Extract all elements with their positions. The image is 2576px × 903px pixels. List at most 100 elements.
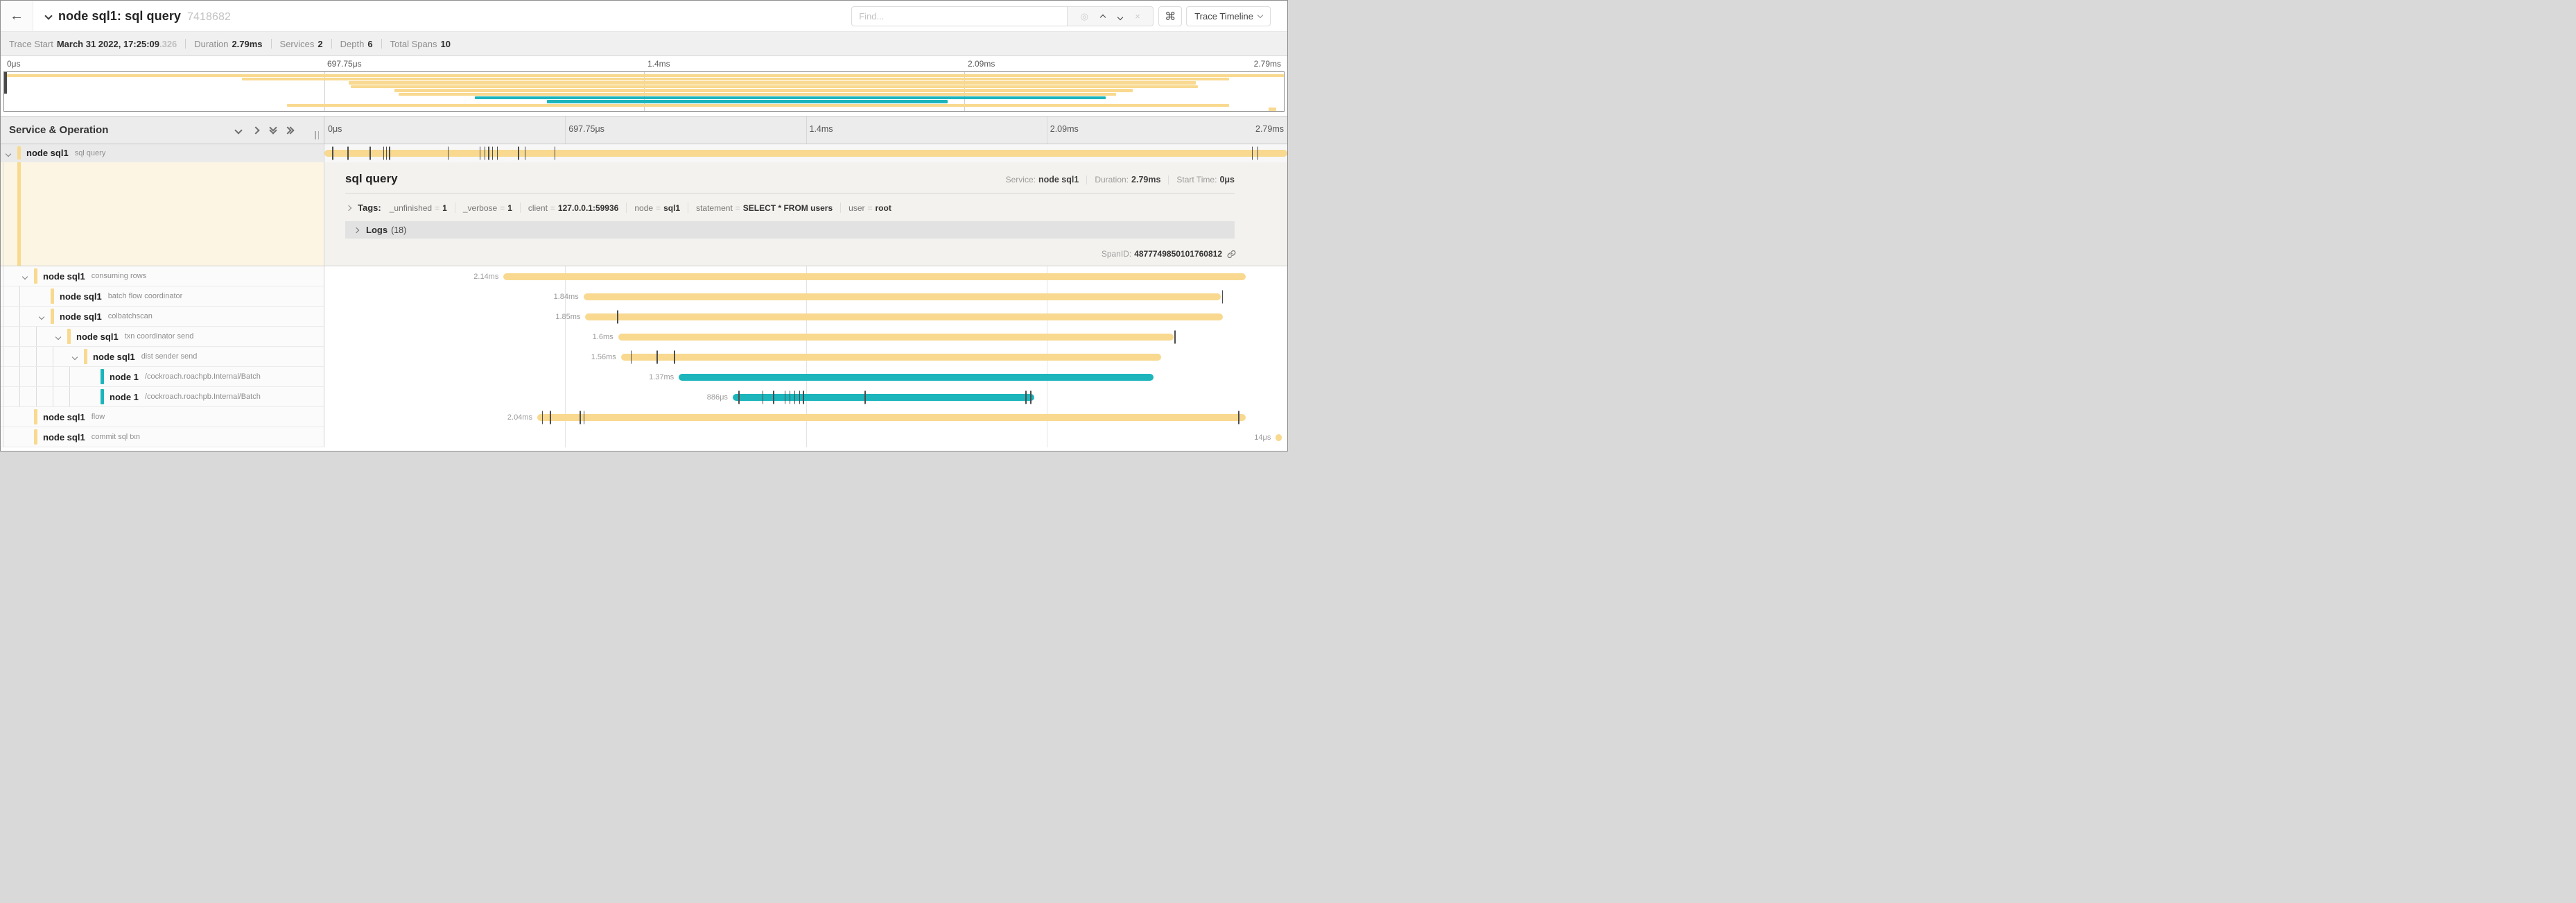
tag-item: client = 127.0.0.1:59936	[528, 203, 619, 213]
trace-stat: Duration 2.79ms	[194, 38, 263, 49]
indent-guide	[19, 347, 20, 366]
span-bar[interactable]	[732, 393, 1034, 401]
ruler-label: 1.4ms	[809, 124, 833, 134]
log-marker-tick	[479, 146, 481, 160]
span-timeline-cell[interactable]: 886μs	[324, 387, 1287, 407]
collapse-all-icon[interactable]	[269, 123, 277, 135]
span-timeline-cell[interactable]: 1.37ms	[324, 367, 1287, 387]
span-row[interactable]: node sql1 colbatchscan 1.85ms	[1, 307, 1287, 327]
minimap-viewport-handle[interactable]	[4, 72, 7, 94]
span-row[interactable]: node sql1 consuming rows 2.14ms	[1, 266, 1287, 286]
span-tree-cell[interactable]: node sql1 flow	[1, 407, 324, 427]
trace-stat: Depth 6	[340, 38, 373, 49]
collapse-one-icon[interactable]	[234, 126, 243, 135]
span-bar[interactable]	[1276, 433, 1282, 441]
span-timeline-cell[interactable]: 1.56ms	[324, 347, 1287, 367]
span-tree-cell[interactable]: node sql1 colbatchscan	[1, 307, 324, 327]
span-timeline-cell[interactable]: 2.14ms	[324, 266, 1287, 286]
span-tree-cell[interactable]: node 1/cockroach.roachpb.Internal/Batch	[1, 367, 324, 387]
span-row[interactable]: node sql1 batch flow coordinator 1.84ms	[1, 286, 1287, 307]
span-row[interactable]: node sql1 flow 2.04ms	[1, 407, 1287, 427]
span-row[interactable]: node sql1 commit sql txn 14μs	[1, 427, 1287, 447]
locate-icon[interactable]: ◎	[1080, 10, 1088, 22]
clear-search-icon[interactable]: ×	[1135, 10, 1140, 22]
span-tree-cell[interactable]: node sql1 batch flow coordinator	[1, 286, 324, 307]
span-bar[interactable]	[503, 273, 1246, 280]
find-input[interactable]	[851, 6, 1068, 26]
span-row[interactable]: node sql1 dist sender send 1.56ms	[1, 347, 1287, 367]
minimap-span-bar	[394, 89, 1133, 92]
row-collapse-chevron-icon[interactable]	[38, 310, 45, 322]
trace-id: 7418682	[187, 10, 232, 23]
log-marker-tick	[738, 390, 740, 404]
log-marker-tick	[1030, 390, 1032, 404]
column-resizer-handle[interactable]	[315, 131, 319, 139]
span-tree-cell[interactable]: node sql1 commit sql txn	[1, 427, 324, 447]
ruler-label: 2.09ms	[968, 59, 995, 69]
span-bar[interactable]	[583, 293, 1221, 300]
collapse-trace-chevron-icon[interactable]	[44, 12, 53, 20]
span-tree-cell[interactable]: node 1/cockroach.roachpb.Internal/Batch	[1, 387, 324, 407]
span-bar[interactable]	[537, 413, 1246, 421]
operation-name: /cockroach.roachpb.Internal/Batch	[144, 372, 261, 381]
back-button[interactable]: ←	[1, 1, 33, 31]
keyboard-shortcuts-button[interactable]: ⌘	[1158, 6, 1183, 26]
row-collapse-chevron-icon[interactable]	[71, 350, 78, 363]
span-duration-label: 2.14ms	[473, 272, 499, 281]
operation-name: colbatchscan	[107, 312, 153, 320]
stat-separator	[185, 39, 186, 49]
span-timeline-cell[interactable]: 14μs	[324, 427, 1287, 447]
back-arrow-icon: ←	[10, 8, 24, 24]
span-duration-label: 1.6ms	[592, 332, 613, 341]
logs-row[interactable]: Logs (18)	[345, 221, 1235, 239]
span-timeline-cell[interactable]: 1.6ms	[324, 327, 1287, 347]
chevron-down-icon	[1257, 12, 1264, 18]
expand-all-icon[interactable]	[284, 126, 295, 135]
next-result-icon[interactable]	[1117, 12, 1124, 21]
span-tree-cell[interactable]: node sql1 txn coordinator send	[1, 327, 324, 347]
service-name: node sql1	[43, 411, 85, 422]
row-collapse-chevron-icon[interactable]	[21, 270, 28, 282]
span-timeline-cell[interactable]: 2.04ms	[324, 407, 1287, 427]
copy-link-icon[interactable]	[1227, 250, 1236, 259]
row-collapse-chevron-icon[interactable]	[55, 330, 62, 343]
ruler-gridline	[565, 117, 566, 144]
trace-view-selector-button[interactable]: Trace Timeline	[1186, 6, 1271, 26]
log-marker-tick	[550, 411, 551, 424]
indent-guide	[19, 367, 20, 386]
span-row[interactable]: node 1/cockroach.roachpb.Internal/Batch 8…	[1, 387, 1287, 407]
span-row[interactable]: node sql1 txn coordinator send 1.6ms	[1, 327, 1287, 347]
expand-one-icon[interactable]	[252, 126, 260, 135]
span-bar[interactable]	[620, 353, 1162, 361]
span-tree-cell[interactable]: node sql1 consuming rows	[1, 266, 324, 286]
span-bar[interactable]	[324, 150, 1287, 157]
indent-guide	[69, 387, 70, 406]
log-marker-tick	[1221, 290, 1224, 303]
span-bar[interactable]	[585, 313, 1223, 320]
span-tree-cell[interactable]: node sql1 dist sender send	[1, 347, 324, 367]
log-marker-tick	[864, 390, 866, 404]
minimap-span-bar	[475, 96, 1106, 100]
span-bar[interactable]	[679, 373, 1154, 381]
row-collapse-chevron-icon[interactable]	[5, 147, 12, 160]
span-row[interactable]: node sql1 sql query	[1, 144, 1287, 162]
operation-name: flow	[91, 413, 105, 421]
span-duration-label: 14μs	[1254, 433, 1271, 442]
span-tree-cell[interactable]: node sql1 sql query	[1, 144, 324, 162]
span-detail-panel: sql query Service: node sql1 Duration: 2.7…	[324, 162, 1287, 266]
operation-name: commit sql txn	[91, 433, 140, 441]
ruler-label: 697.75μs	[327, 59, 362, 69]
span-timeline-cell[interactable]: 1.84ms	[324, 286, 1287, 307]
tags-row[interactable]: Tags: _unfinished = 1 _verbose = 1 client = 127.…	[345, 203, 1235, 213]
span-bar[interactable]	[618, 333, 1174, 341]
span-duration-label: 2.04ms	[507, 413, 532, 422]
minimap-canvas[interactable]	[3, 71, 1285, 112]
span-timeline-cell[interactable]: 1.85ms	[324, 307, 1287, 327]
prev-result-icon[interactable]	[1100, 12, 1106, 21]
span-row[interactable]: node 1/cockroach.roachpb.Internal/Batch 1…	[1, 367, 1287, 387]
span-timeline-cell[interactable]	[324, 144, 1287, 162]
indent-guide	[19, 307, 20, 326]
find-group: ◎ ×	[851, 6, 1154, 26]
